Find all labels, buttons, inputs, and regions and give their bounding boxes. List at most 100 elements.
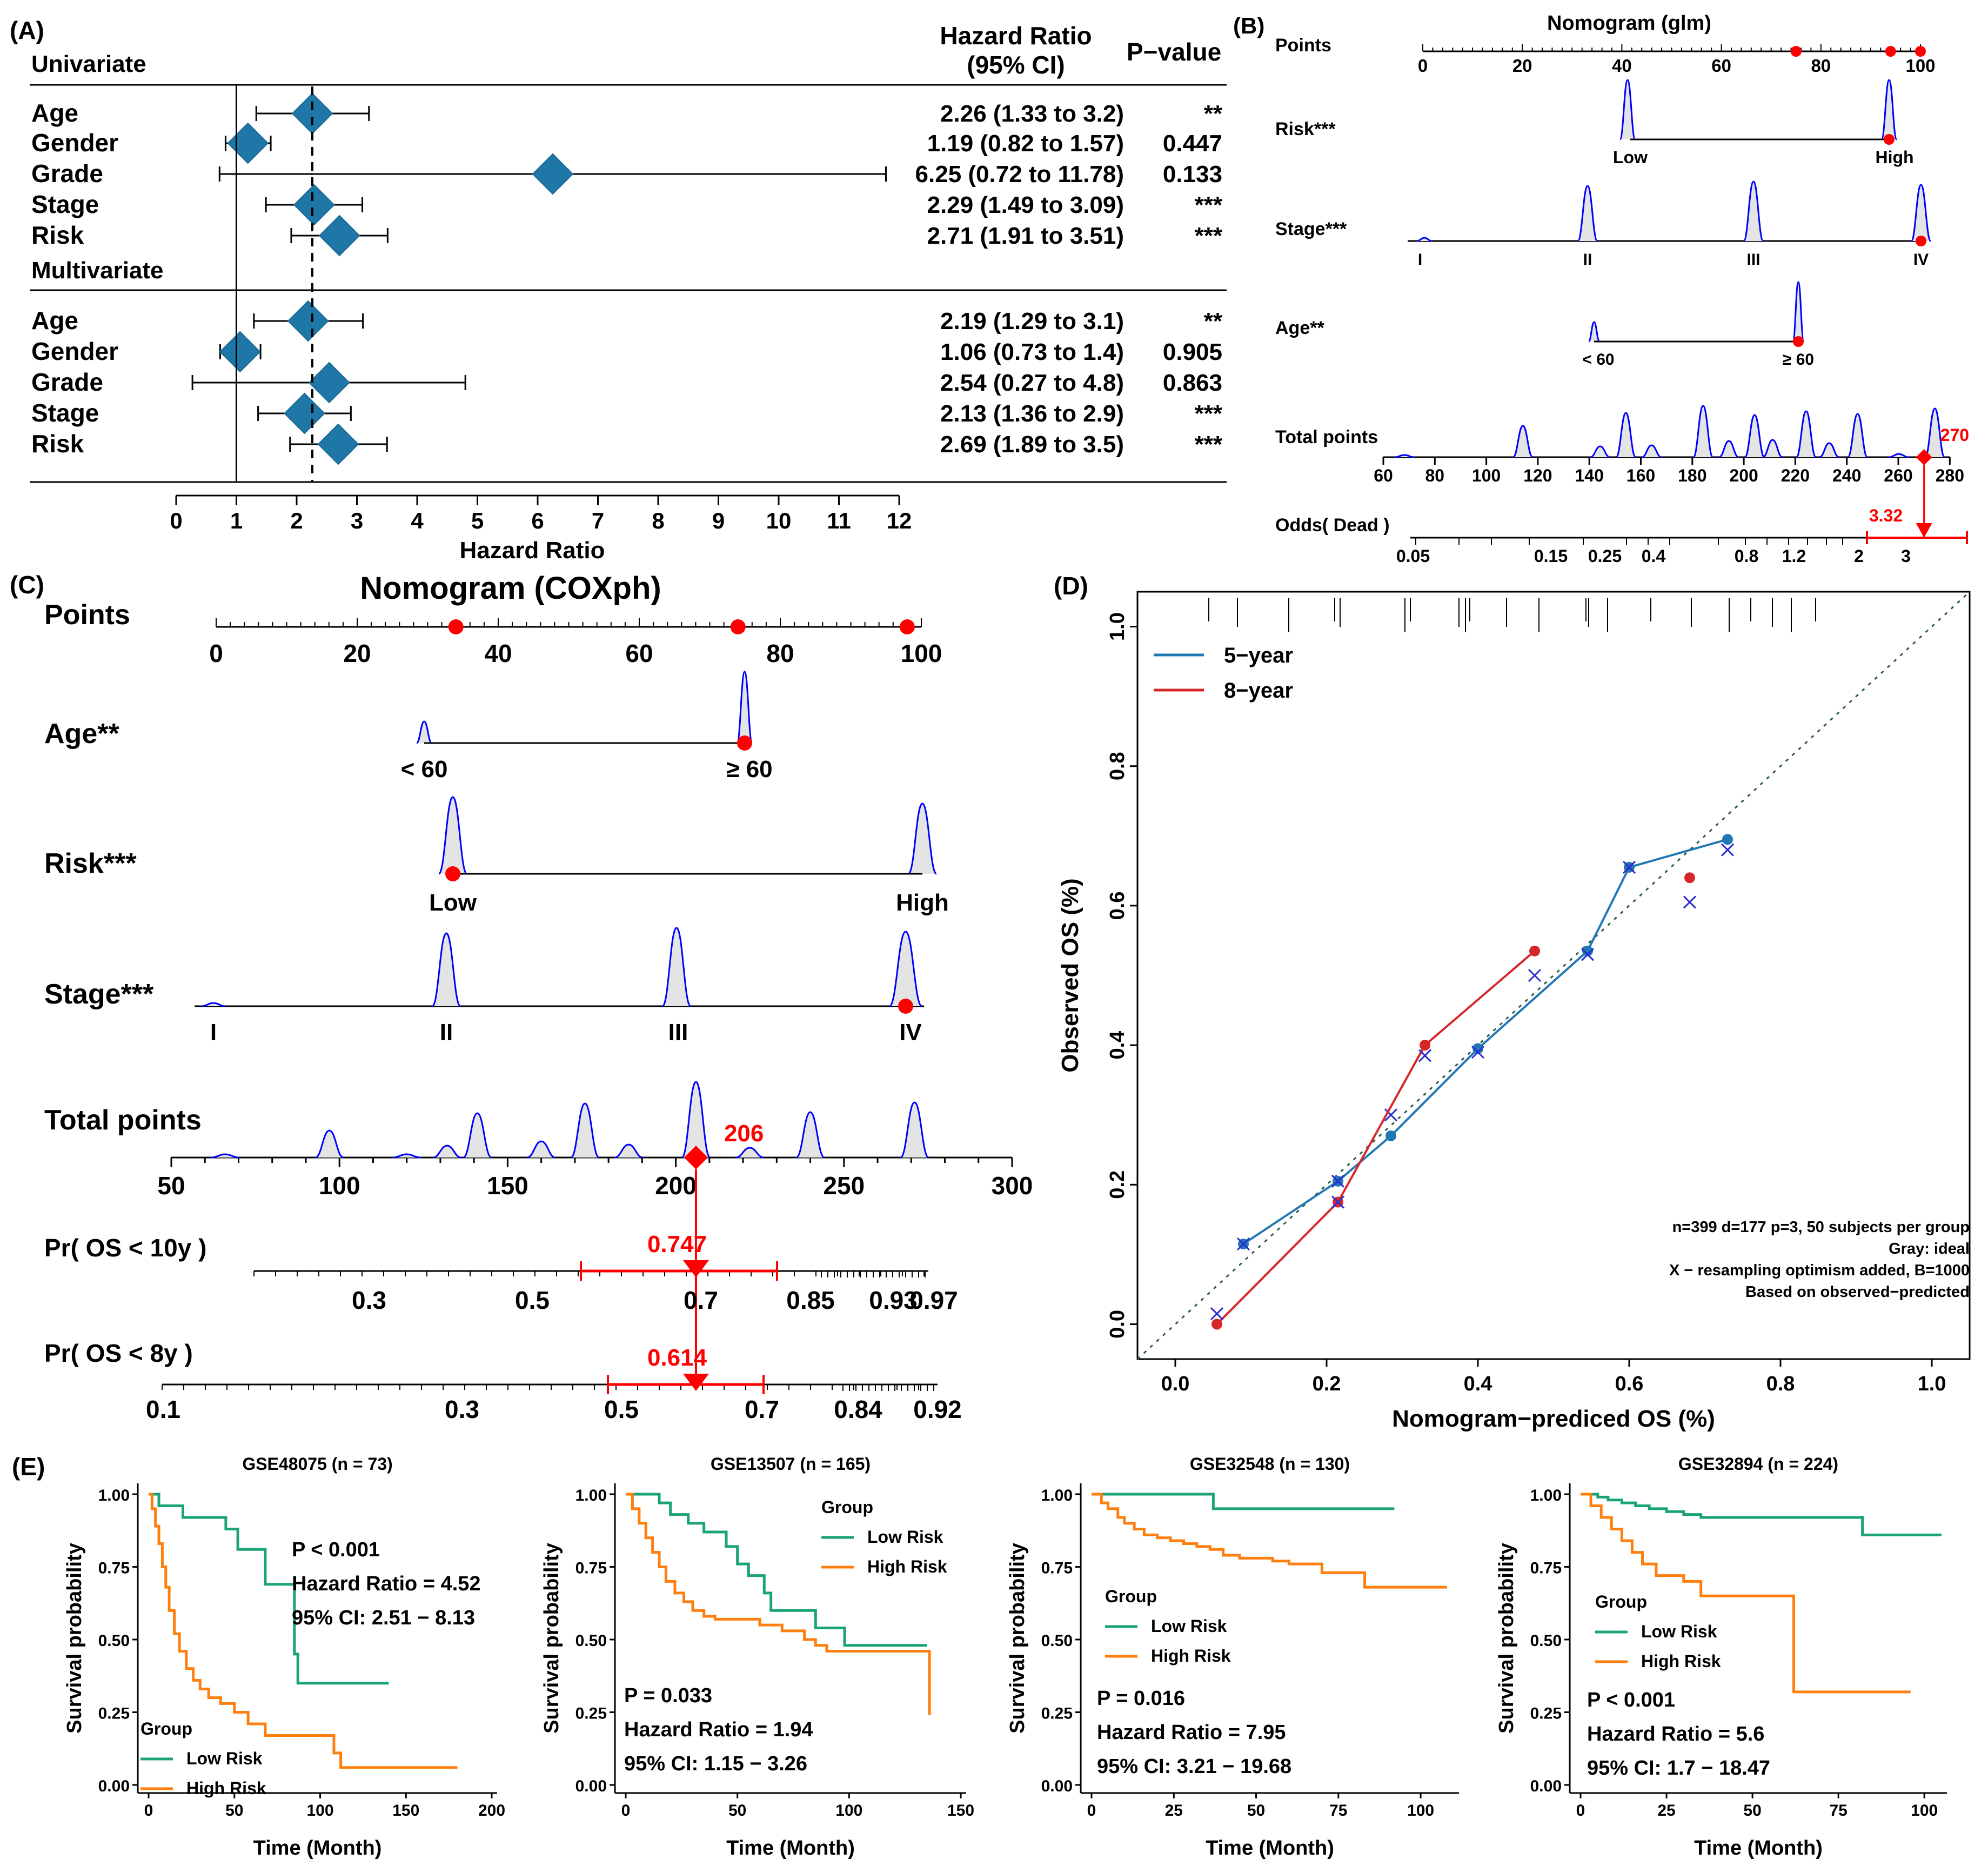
hr-ci-value: 2.19 (1.29 to 3.1) [940,308,1124,335]
row-label: Stage*** [44,979,154,1010]
x-tick-label: 5 [471,508,484,533]
total-tick-label: 240 [1832,466,1861,485]
density-stage-iii [1743,180,1764,242]
km-stat: P = 0.016 [1097,1687,1185,1710]
density-total [1615,412,1637,458]
os8-tick-label: 0.84 [834,1395,882,1423]
density-stage-i [1416,237,1433,242]
calibration-point [1472,1043,1483,1054]
hr-diamond [227,122,269,164]
panel-e-label: (E) [12,1453,45,1481]
p-value: ** [1204,101,1223,127]
os8-tick-label: 0.7 [745,1395,779,1423]
row-label: Age** [44,718,119,750]
legend-label: High Risk [1151,1646,1231,1665]
km-stat: 95% CI: 3.21 − 19.68 [1097,1755,1291,1778]
odds-tick-label: 0.8 [1735,546,1758,566]
x-tick-label: 50 [1247,1802,1265,1820]
x-tick-label: 7 [592,508,604,533]
stage-label: II [1583,251,1592,269]
calibration-note: X − resampling optimism added, B=1000 [1669,1262,1970,1279]
density-stage-ii [431,932,461,1007]
selected-point-marker [730,619,746,634]
stage-label: IV [1913,251,1929,269]
section-title-univariate: Univariate [31,51,146,77]
row-label: Odds( Dead ) [1275,515,1390,536]
os8-tick-label: 0.5 [604,1395,639,1423]
x-tick-label: 100 [306,1802,333,1820]
x-tick-label: 1 [230,508,243,533]
nomogram-title: Nomogram (COXph) [360,571,661,606]
x-axis-label: Time (Month) [1206,1837,1334,1859]
y-tick-label: 0.25 [575,1705,607,1723]
total-tick-label: 120 [1523,466,1552,485]
hr-diamond [308,362,350,404]
row-label: Gender [31,337,118,365]
hr-diamond [219,331,261,373]
risk-marker [445,866,460,881]
density-total [463,1112,492,1159]
selected-point-marker [448,619,464,634]
total-tick-label: 180 [1678,466,1706,485]
y-tick-label: 0.4 [1106,1031,1129,1060]
calibration-note: n=399 d=177 p=3, 50 subjects per group [1672,1219,1970,1236]
odds-tick-label: 1.2 [1782,546,1806,566]
y-tick-label: 0.50 [98,1632,130,1650]
risk-marker [1884,134,1895,145]
os10-tick-label: 0.3 [352,1286,386,1314]
x-tick-label: 100 [1911,1802,1938,1820]
density-high [1880,79,1898,141]
x-tick-label: 0 [170,508,182,533]
row-label: Age** [1275,318,1324,338]
hr-diamond [532,153,574,195]
total-tick-label: 220 [1781,466,1810,485]
y-tick-label: 0.00 [575,1777,607,1795]
stage-label: I [210,1019,217,1046]
calibration-point [1211,1319,1222,1330]
km-stat: Hazard Ratio = 5.6 [1587,1723,1764,1745]
x-tick-label: 50 [225,1802,243,1820]
odds-tick-label: 3 [1901,546,1911,566]
x-tick-label: 50 [728,1802,746,1820]
row-label: Stage [31,190,99,218]
risk-label-high: High [896,889,949,916]
y-tick-label: 1.00 [575,1487,607,1504]
hr-diamond [291,92,333,135]
x-axis-label: Nomogram−prediced OS (%) [1392,1406,1715,1432]
calibration-note: Based on observed−predicted [1745,1283,1970,1301]
y-tick-label: 1.00 [98,1487,130,1504]
density-total [1718,440,1739,458]
corrected-x-mark [1622,860,1636,874]
selected-point-marker [1885,46,1896,57]
km-stat: 95% CI: 1.15 − 3.26 [624,1752,807,1775]
density-total [1889,453,1909,458]
legend-title: Group [140,1719,192,1738]
x-tick-label: 200 [478,1802,505,1820]
total-tick-label: 150 [487,1172,528,1200]
ideal-line [1136,591,1971,1360]
y-tick-label: 0.0 [1106,1310,1129,1339]
y-tick-label: 0.50 [575,1632,607,1650]
p-value-header: P−value [1127,38,1221,66]
total-tick-label: 200 [655,1172,697,1200]
x-tick-label: 0.0 [1161,1373,1190,1395]
hr-ci-value: 2.29 (1.49 to 3.09) [927,192,1124,218]
hr-diamond [284,392,325,434]
os10-tick-label: 0.93 [869,1286,918,1314]
stage-marker [898,999,913,1014]
legend-title: Group [1105,1587,1157,1606]
density-stage-ii [1577,185,1598,242]
density-total [614,1143,643,1159]
p-value: *** [1195,192,1223,218]
density-low [1619,79,1636,141]
y-tick-label: 0.2 [1106,1170,1129,1199]
stage-label: III [1746,251,1760,269]
density-stage-iii [661,927,692,1007]
x-tick-label: 12 [887,508,912,533]
y-axis-label: Survival probability [540,1543,563,1734]
row-label: Age [31,99,78,127]
density-total [433,1145,461,1159]
hr-ci-value: 1.06 (0.73 to 1.4) [940,339,1124,365]
p-value: 0.863 [1163,370,1222,396]
x-tick-label: 6 [531,508,544,533]
